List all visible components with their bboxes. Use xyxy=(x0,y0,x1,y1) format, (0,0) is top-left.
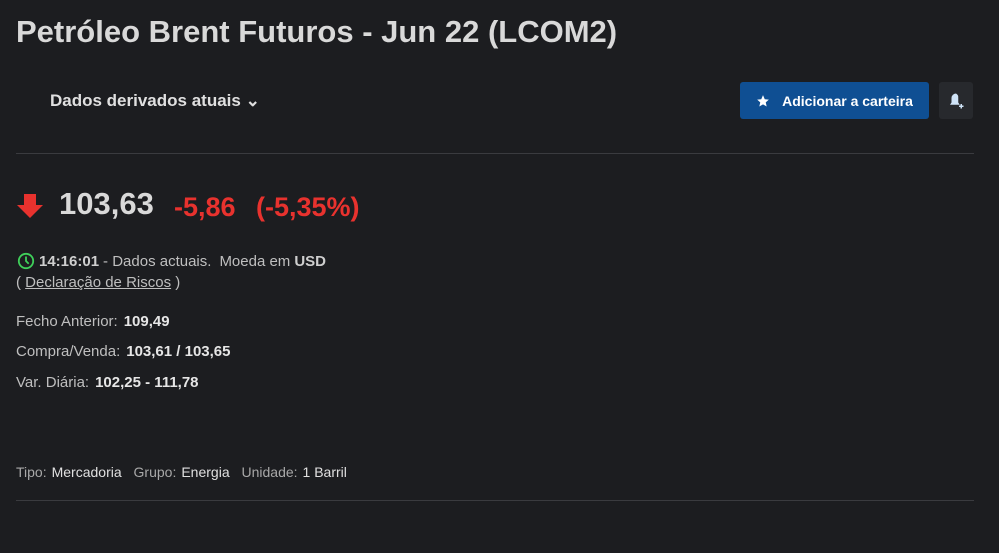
bell-plus-icon xyxy=(950,93,964,108)
arrow-down-icon xyxy=(17,194,43,218)
stat-bid-ask: Compra/Venda: 103,61 / 103,65 xyxy=(16,343,231,360)
page-title: Petróleo Brent Futuros - Jun 22 (LCOM2) xyxy=(16,14,618,49)
meta-value: Mercadoria xyxy=(51,464,122,480)
derived-data-dropdown[interactable]: Dados derivados atuais ⌄ xyxy=(50,91,260,111)
divider xyxy=(16,153,974,154)
clock-icon xyxy=(17,252,35,270)
paren: ( xyxy=(16,274,21,291)
add-to-portfolio-button[interactable]: Adicionar a carteira xyxy=(740,82,929,119)
risk-disclosure: ( Declaração de Riscos ) xyxy=(16,274,180,291)
contract-meta: Tipo: Mercadoria Grupo: Energia Unidade: 1 … xyxy=(16,464,355,480)
stat-label: Var. Diária: xyxy=(16,374,90,391)
status-text: - Dados actuais. xyxy=(103,252,212,270)
meta-label: Tipo: xyxy=(16,464,47,480)
stat-previous-close: Fecho Anterior: 109,49 xyxy=(16,313,170,330)
meta-value: Energia xyxy=(181,464,230,480)
stat-value: 103,61 / 103,65 xyxy=(126,343,231,360)
add-button-label: Adicionar a carteira xyxy=(782,92,913,109)
stat-label: Fecho Anterior: xyxy=(16,313,118,330)
dropdown-label: Dados derivados atuais xyxy=(50,91,241,110)
quote-time: 14:16:01 xyxy=(39,252,100,270)
risk-disclosure-link[interactable]: Declaração de Riscos xyxy=(25,274,172,291)
meta-value: 1 Barril xyxy=(302,464,347,480)
stat-day-range: Var. Diária: 102,25 - 111,78 xyxy=(16,374,199,391)
create-alert-button[interactable] xyxy=(939,82,973,119)
currency-label: Moeda em xyxy=(219,252,291,270)
meta-label: Unidade: xyxy=(241,464,298,480)
star-icon xyxy=(757,94,769,107)
paren: ) xyxy=(175,274,181,291)
stat-value: 109,49 xyxy=(123,313,170,330)
currency: USD xyxy=(294,252,326,270)
stat-label: Compra/Venda: xyxy=(16,343,121,360)
status-line: 14:16:01 - Dados actuais. Moeda em USD xyxy=(17,252,326,270)
chevron-down-icon: ⌄ xyxy=(245,91,260,110)
price-change-percent: (-5,35%) xyxy=(256,192,360,222)
stat-value: 102,25 - 111,78 xyxy=(95,374,199,391)
meta-label: Grupo: xyxy=(133,464,177,480)
last-price: 103,63 xyxy=(59,186,154,221)
divider xyxy=(16,500,974,501)
price-change: -5,86 xyxy=(174,192,236,222)
